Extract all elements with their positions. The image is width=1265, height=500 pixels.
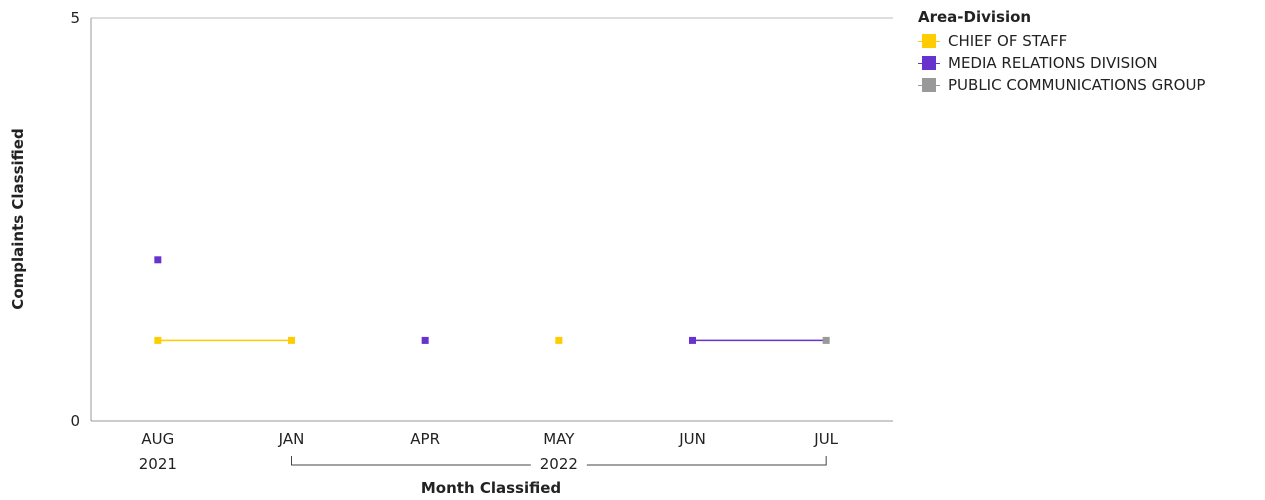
x-ticks: AUG JAN APR MAY JUN JUL [141, 430, 838, 448]
legend-item[interactable]: CHIEF OF STAFF [918, 30, 1205, 52]
legend-label: CHIEF OF STAFF [948, 32, 1068, 50]
legend-title: Area-Division [918, 8, 1032, 26]
year-bracket-left [291, 456, 531, 466]
x-tick-label: APR [410, 430, 440, 448]
legend-label: MEDIA RELATIONS DIVISION [948, 54, 1158, 72]
x-axis-title: Month Classified [421, 479, 561, 497]
legend-swatch-icon [918, 33, 940, 49]
data-point[interactable] [689, 336, 696, 344]
legend-label: PUBLIC COMMUNICATIONS GROUP [948, 76, 1206, 94]
legend-swatch-icon [918, 77, 940, 93]
year-groups: 2021 2022 [139, 455, 827, 473]
y-axis-title: Complaints Classified [9, 128, 27, 309]
data-point[interactable] [154, 256, 162, 264]
legend: Area-Division CHIEF OF STAFF MEDIA RELATI… [918, 8, 1205, 96]
data-point[interactable] [555, 336, 563, 344]
data-point[interactable] [288, 336, 295, 344]
y-tick-label: 0 [70, 412, 80, 430]
data-point[interactable] [421, 336, 429, 344]
data-point[interactable] [822, 336, 830, 344]
y-tick-label: 5 [70, 9, 80, 27]
series-points [154, 256, 830, 344]
legend-swatch-icon [918, 55, 940, 71]
x-tick-label: JUL [813, 430, 838, 448]
legend-items: CHIEF OF STAFF MEDIA RELATIONS DIVISION PU… [918, 30, 1205, 96]
x-tick-label: MAY [543, 430, 575, 448]
x-tick-label: JAN [278, 430, 305, 448]
year-bracket-right [586, 456, 827, 466]
legend-item[interactable]: PUBLIC COMMUNICATIONS GROUP [918, 74, 1205, 96]
year-label: 2022 [540, 455, 578, 473]
axes [90, 17, 893, 422]
x-tick-label: JUN [678, 430, 706, 448]
year-label: 2021 [139, 455, 177, 473]
data-point[interactable] [154, 336, 162, 344]
legend-item[interactable]: MEDIA RELATIONS DIVISION [918, 52, 1205, 74]
x-tick-label: AUG [141, 430, 174, 448]
y-ticks: 05 [70, 9, 80, 430]
